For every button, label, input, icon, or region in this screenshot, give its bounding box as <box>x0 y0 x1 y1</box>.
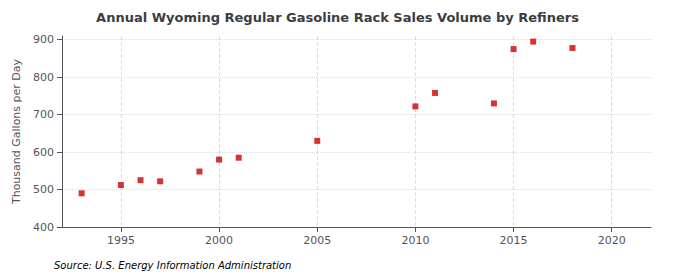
svg-text:900: 900 <box>33 33 54 46</box>
svg-text:2000: 2000 <box>205 234 233 247</box>
svg-text:700: 700 <box>33 108 54 121</box>
svg-text:500: 500 <box>33 183 54 196</box>
svg-text:1995: 1995 <box>107 234 135 247</box>
svg-text:2010: 2010 <box>401 234 429 247</box>
svg-text:Thousand Gallons per Day: Thousand Gallons per Day <box>10 58 23 205</box>
svg-text:2005: 2005 <box>303 234 331 247</box>
svg-text:600: 600 <box>33 146 54 159</box>
svg-text:2015: 2015 <box>500 234 528 247</box>
svg-text:Annual Wyoming Regular Gasolin: Annual Wyoming Regular Gasoline Rack Sal… <box>96 10 579 25</box>
svg-text:400: 400 <box>33 221 54 234</box>
svg-text:800: 800 <box>33 71 54 84</box>
svg-text:2020: 2020 <box>598 234 626 247</box>
svg-text:Source: U.S. Energy Informatio: Source: U.S. Energy Information Administ… <box>54 260 291 271</box>
